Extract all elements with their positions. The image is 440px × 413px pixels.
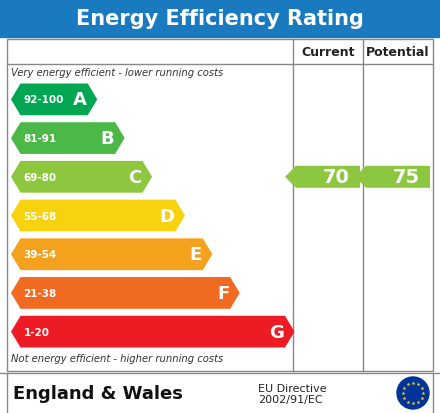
Text: 39-54: 39-54 xyxy=(23,249,57,260)
Text: G: G xyxy=(269,323,284,341)
Polygon shape xyxy=(355,166,430,188)
Polygon shape xyxy=(11,123,125,154)
Text: England & Wales: England & Wales xyxy=(13,384,183,402)
Bar xyxy=(7,40,433,371)
Text: B: B xyxy=(100,130,114,148)
Text: 70: 70 xyxy=(323,168,350,187)
Text: 1-20: 1-20 xyxy=(23,327,50,337)
Polygon shape xyxy=(11,161,152,193)
Text: 81-91: 81-91 xyxy=(23,134,57,144)
Polygon shape xyxy=(11,278,240,309)
Polygon shape xyxy=(11,239,213,271)
Text: F: F xyxy=(217,284,229,302)
Text: Current: Current xyxy=(301,46,355,59)
Text: A: A xyxy=(73,91,87,109)
Bar xyxy=(0,373,440,413)
Text: D: D xyxy=(159,207,174,225)
Text: EU Directive: EU Directive xyxy=(258,383,326,393)
Text: 55-68: 55-68 xyxy=(23,211,57,221)
Text: E: E xyxy=(190,246,202,263)
Text: Energy Efficiency Rating: Energy Efficiency Rating xyxy=(76,9,364,29)
Text: 69-80: 69-80 xyxy=(23,172,57,183)
Text: Not energy efficient - higher running costs: Not energy efficient - higher running co… xyxy=(11,353,223,363)
Bar xyxy=(0,0,440,38)
Text: Potential: Potential xyxy=(366,46,430,59)
Polygon shape xyxy=(11,200,185,232)
Text: C: C xyxy=(128,169,142,186)
Polygon shape xyxy=(11,84,97,116)
Polygon shape xyxy=(11,316,294,348)
Text: Very energy efficient - lower running costs: Very energy efficient - lower running co… xyxy=(11,68,223,78)
Text: 2002/91/EC: 2002/91/EC xyxy=(258,394,323,404)
Text: 92-100: 92-100 xyxy=(23,95,64,105)
Text: 21-38: 21-38 xyxy=(23,288,57,298)
Polygon shape xyxy=(285,166,360,188)
Circle shape xyxy=(397,377,429,409)
Text: 75: 75 xyxy=(393,168,420,187)
